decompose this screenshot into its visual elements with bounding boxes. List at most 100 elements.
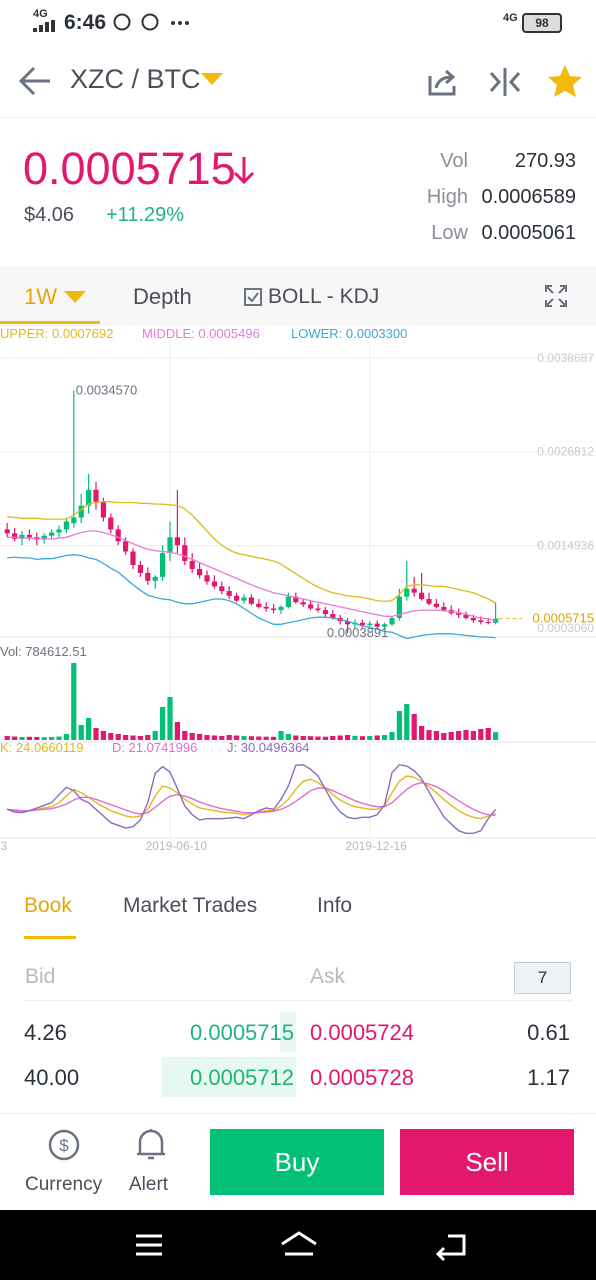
- ask-size: 0.61: [527, 1020, 570, 1045]
- book-underline: [24, 936, 76, 939]
- interval-tab[interactable]: 1W: [24, 284, 57, 309]
- boll-line: [7, 501, 496, 604]
- volume-bar: [345, 735, 351, 740]
- volume-bar: [12, 736, 18, 740]
- y-tick-label: 0.0038687: [537, 351, 594, 365]
- candle-body: [441, 606, 447, 611]
- legend-entry: UPPER: 0.0007692: [0, 326, 113, 341]
- volume-bar: [271, 736, 277, 740]
- volume-bar: [226, 735, 232, 740]
- indicator-icon: [244, 288, 262, 306]
- candle-body: [49, 532, 55, 536]
- volume-bar: [71, 663, 77, 740]
- alert-icon[interactable]: [134, 1127, 168, 1163]
- candle-body: [485, 621, 491, 623]
- book-tab[interactable]: Market Trades: [123, 894, 258, 917]
- pair-dropdown[interactable]: [201, 72, 223, 86]
- fullscreen-icon[interactable]: [545, 285, 567, 307]
- bid-price: 0.0005712: [190, 1065, 294, 1090]
- boll-line: [7, 554, 496, 640]
- candle-body: [315, 608, 321, 611]
- currency-icon[interactable]: $: [46, 1127, 82, 1163]
- candle-body: [115, 529, 121, 542]
- candle-body: [63, 521, 69, 530]
- volume-bar: [248, 736, 254, 740]
- volume-bar: [174, 722, 180, 740]
- volume-bar: [330, 736, 336, 740]
- candle-body: [404, 588, 410, 597]
- currency-label[interactable]: Currency: [25, 1174, 103, 1195]
- clock: 6:46: [64, 11, 107, 34]
- favorite-star[interactable]: [547, 64, 583, 98]
- volume-bar: [182, 731, 188, 740]
- candle-body: [367, 623, 373, 626]
- volume-bar: [382, 735, 388, 740]
- pair-title[interactable]: XZC / BTC: [70, 64, 201, 94]
- volume-bar: [493, 732, 499, 740]
- network-right: 4G: [503, 12, 518, 24]
- volume-bar: [367, 736, 373, 740]
- book-tab[interactable]: Book: [24, 894, 72, 917]
- candle-body: [152, 576, 158, 581]
- legend-entry: LOWER: 0.0003300: [291, 326, 407, 341]
- volume-bar: [300, 736, 306, 740]
- volume-bar: [204, 735, 210, 740]
- bid-depth: [162, 1057, 296, 1097]
- volume-bar: [293, 735, 299, 740]
- candle-body: [174, 537, 180, 546]
- candle-body: [478, 620, 484, 622]
- nav-buttons[interactable]: [130, 1228, 480, 1262]
- notification-icons: [113, 13, 189, 31]
- candle-body: [285, 596, 291, 607]
- volume-bar: [100, 731, 106, 740]
- alert-label[interactable]: Alert: [129, 1174, 169, 1195]
- candle-body: [330, 614, 336, 619]
- volume-bar: [456, 731, 462, 740]
- min-label: 0.0003891: [327, 625, 388, 640]
- candle-body: [182, 545, 188, 562]
- ask-price: 0.0005728: [310, 1065, 414, 1090]
- candle-body: [145, 572, 151, 581]
- volume-bar: [441, 733, 447, 740]
- volume-bar: [49, 737, 55, 740]
- stat-value: 0.0005061: [481, 222, 576, 244]
- candle-body: [470, 618, 476, 621]
- volume-bar: [34, 737, 40, 740]
- bid-price: 0.0005715: [190, 1020, 294, 1045]
- nav-bar: [0, 1210, 596, 1280]
- candle-body: [130, 551, 136, 565]
- sell-button[interactable]: Sell: [400, 1129, 574, 1195]
- stat-label: High: [426, 186, 468, 208]
- volume-label: Vol: 784612.51: [0, 644, 87, 659]
- y-tick-label: 0.0003060: [537, 621, 594, 635]
- candle-body: [278, 606, 284, 611]
- depth-selector[interactable]: 7: [514, 962, 571, 994]
- candle-body: [256, 603, 262, 607]
- volume-bar: [145, 735, 151, 740]
- candle-body: [456, 613, 462, 615]
- indicator-tab[interactable]: BOLL - KDJ: [268, 285, 380, 308]
- candle-body: [41, 535, 47, 540]
- candle-body: [493, 618, 499, 623]
- candle-body: [71, 517, 77, 524]
- volume-bar: [86, 718, 92, 740]
- volume-bar: [93, 728, 99, 740]
- book-tab[interactable]: Info: [317, 894, 353, 917]
- kline-chart: 3 2019-06-10 2019-12-16 0.0038687 0.0026812 0…: [0, 326, 596, 853]
- interval-dropdown[interactable]: [64, 290, 88, 304]
- volume-bar: [234, 735, 240, 740]
- volume-bar: [4, 736, 10, 740]
- compare-icon[interactable]: [488, 66, 522, 98]
- bid-size: 4.26: [24, 1020, 67, 1045]
- legend-entry: K: 24.0660119: [0, 740, 84, 755]
- ask-price: 0.0005724: [310, 1020, 414, 1045]
- buy-button[interactable]: Buy: [210, 1129, 384, 1195]
- stat-value: 0.0006589: [481, 186, 576, 208]
- last-price: 0.0005715: [23, 143, 236, 194]
- volume-bar: [463, 730, 469, 740]
- back-button[interactable]: [18, 64, 54, 98]
- share-icon[interactable]: [426, 66, 458, 98]
- volume-bar: [470, 731, 476, 740]
- depth-tab[interactable]: Depth: [133, 284, 192, 309]
- candle-body: [426, 599, 432, 604]
